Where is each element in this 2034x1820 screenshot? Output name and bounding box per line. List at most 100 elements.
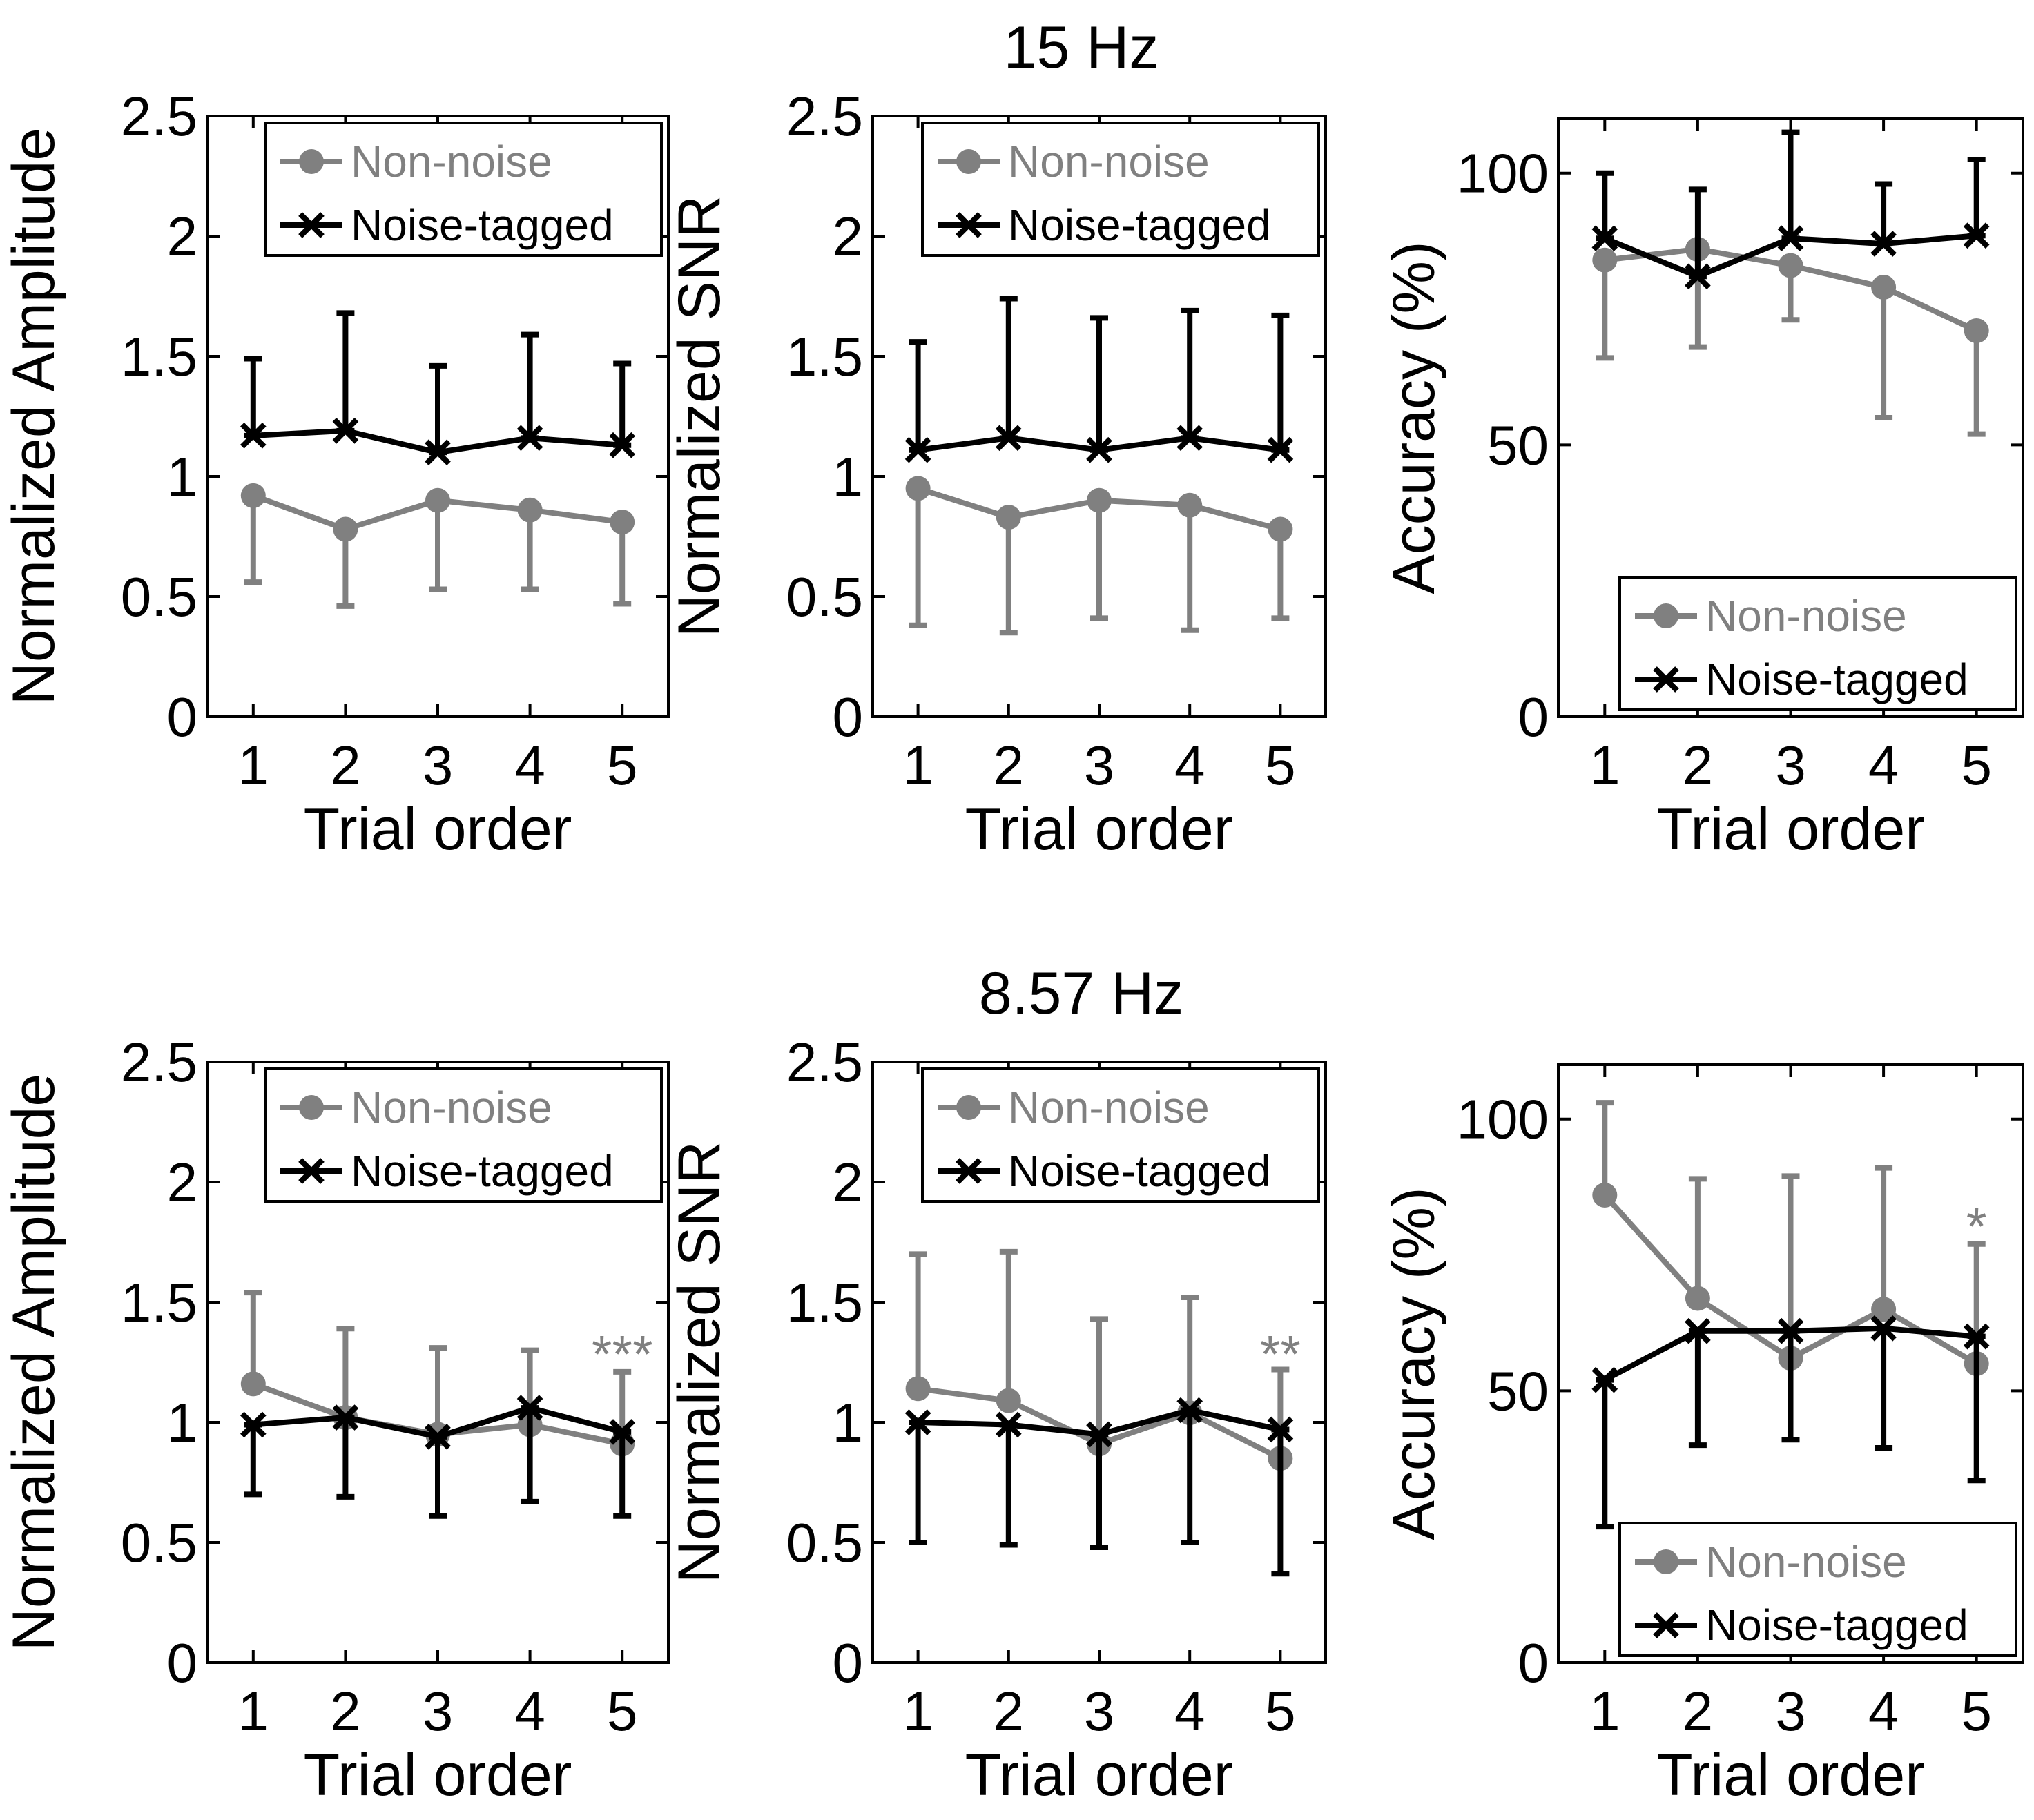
- x-tick-label: 4: [514, 1681, 545, 1742]
- data-point: [332, 1404, 359, 1431]
- legend: Non-noise Noise-tagged: [921, 1067, 1320, 1203]
- data-point: [1267, 436, 1294, 463]
- x-tick-label: 1: [902, 1681, 933, 1742]
- y-tick-label: 2: [167, 1152, 198, 1213]
- y-tick-label: 0: [833, 1632, 864, 1694]
- legend: Non-noise Noise-tagged: [1618, 576, 2017, 711]
- y-axis-label: Normalized Amplitude: [1, 128, 67, 705]
- data-point: [1685, 1317, 1711, 1344]
- y-tick-label: 50: [1487, 414, 1549, 476]
- legend-marker: [956, 1095, 981, 1120]
- y-tick-label: 0: [1518, 1632, 1549, 1694]
- x-tick-label: 5: [607, 1681, 638, 1742]
- x-tick-label: 1: [1589, 735, 1620, 796]
- series-noise-tagged: [240, 1395, 636, 1519]
- data-point: [1685, 1286, 1710, 1311]
- x-tick-label: 3: [423, 1681, 454, 1742]
- x-axis-label: Trial order: [965, 1742, 1234, 1808]
- y-tick-label: 2: [833, 206, 864, 267]
- y-tick-label: 1.5: [121, 1272, 197, 1333]
- data-point: [333, 516, 358, 542]
- series-non-noise: [240, 1290, 635, 1457]
- y-tick-label: 1.5: [786, 1272, 863, 1333]
- data-point: [1871, 275, 1897, 300]
- x-tick-label: 3: [423, 735, 454, 796]
- series-noise-tagged: [1591, 1315, 1990, 1530]
- series-non-noise: [240, 483, 635, 609]
- series-noise-tagged: [904, 296, 1294, 463]
- y-tick-label: 2: [833, 1152, 864, 1213]
- data-point: [1870, 231, 1897, 257]
- legend-label: Noise-tagged: [351, 1146, 614, 1196]
- data-point: [1778, 253, 1803, 278]
- significance-marker: **: [1260, 1326, 1301, 1384]
- x-tick-label: 2: [994, 1681, 1025, 1742]
- legend-box: [1618, 576, 2017, 711]
- data-point: [996, 505, 1021, 530]
- legend: Non-noise Noise-tagged: [264, 122, 663, 257]
- x-tick-label: 2: [330, 1681, 361, 1742]
- data-point: [609, 1419, 636, 1445]
- y-tick-label: 2.5: [121, 86, 197, 147]
- legend-box: [1618, 1522, 2017, 1657]
- x-tick-label: 1: [1589, 1681, 1620, 1742]
- x-tick-label: 1: [902, 735, 933, 796]
- legend-box: [264, 1067, 663, 1203]
- x-tick-label: 3: [1084, 735, 1115, 796]
- legend-label: Noise-tagged: [1008, 1146, 1271, 1196]
- y-tick-label: 2: [167, 206, 198, 267]
- data-point: [425, 1424, 451, 1450]
- data-point: [517, 497, 543, 523]
- data-point: [240, 1371, 266, 1397]
- legend-label: Non-noise: [1705, 591, 1907, 641]
- legend-marker: [299, 149, 324, 174]
- x-tick-label: 4: [1868, 735, 1899, 796]
- y-tick-label: 1.5: [786, 326, 863, 387]
- legend-marker: [1653, 1612, 1679, 1638]
- x-tick-label: 2: [994, 735, 1025, 796]
- series-noise-tagged: [240, 310, 636, 466]
- data-point: [1964, 318, 1989, 344]
- series-noise-tagged: [904, 1397, 1294, 1577]
- legend-box: [921, 122, 1320, 257]
- y-tick-label: 1: [833, 1392, 864, 1453]
- data-point: [425, 487, 450, 513]
- data-point: [904, 436, 931, 463]
- legend-label: Noise-tagged: [1705, 655, 1968, 704]
- series-non-noise: [905, 476, 1293, 636]
- significance-marker: ***: [592, 1326, 653, 1384]
- y-tick-label: 2.5: [786, 1032, 863, 1093]
- x-tick-label: 2: [1683, 1681, 1714, 1742]
- x-axis-label: Trial order: [1656, 796, 1925, 862]
- data-point: [240, 423, 267, 449]
- y-tick-label: 1: [167, 446, 198, 507]
- data-point: [996, 1388, 1021, 1413]
- data-point: [516, 1395, 543, 1421]
- data-point: [609, 432, 636, 458]
- legend-box: [921, 1067, 1320, 1203]
- x-tick-label: 2: [1683, 735, 1714, 796]
- data-point: [1086, 436, 1112, 463]
- x-tick-label: 5: [1961, 1681, 1992, 1742]
- legend-label: Noise-tagged: [1008, 200, 1271, 250]
- legend-box: [264, 122, 663, 257]
- legend-marker: [299, 1095, 324, 1120]
- x-tick-label: 5: [607, 735, 638, 796]
- data-point: [425, 439, 451, 466]
- data-point: [240, 1411, 267, 1438]
- legend-marker: [1653, 666, 1679, 693]
- legend: Non-noise Noise-tagged: [921, 122, 1320, 257]
- y-tick-label: 1: [833, 446, 864, 507]
- x-axis-label: Trial order: [965, 796, 1234, 862]
- y-axis-label: Accuracy (%): [1381, 1187, 1447, 1540]
- x-tick-label: 4: [1174, 735, 1205, 796]
- legend-marker: [956, 1158, 982, 1184]
- data-point: [1592, 1182, 1618, 1208]
- data-point: [995, 1411, 1022, 1438]
- data-point: [1777, 225, 1804, 252]
- data-point: [905, 476, 931, 501]
- series-noise-tagged: [1591, 129, 1990, 290]
